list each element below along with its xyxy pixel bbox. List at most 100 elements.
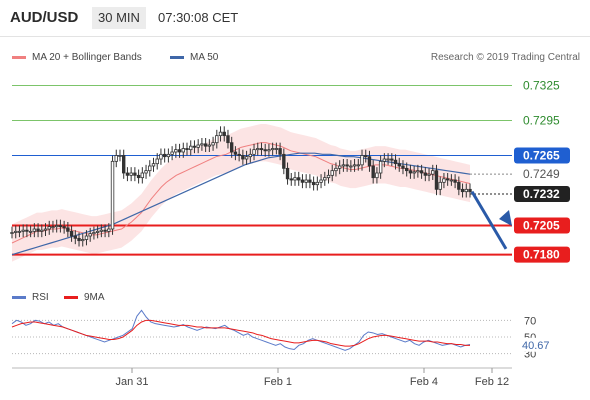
level-tag-0.7265 [514,147,570,164]
rsi-value-tag [520,337,560,352]
candle-body [311,181,316,186]
candle-body [207,144,212,147]
level-label-0.7205: 0.7205 [523,219,560,233]
candle-body [122,155,126,174]
candle-body [252,149,256,155]
ma9-swatch-icon [64,296,78,299]
level-tag-0.7205 [514,217,570,234]
candle-body [103,229,107,232]
candle-body [58,225,63,228]
level-label-0.7249: 0.7249 [523,167,560,181]
candle-body [334,167,338,172]
candle-body [341,164,346,167]
candle-body [125,172,130,176]
x-tick-label: Feb 12 [475,376,509,388]
candle-body [427,173,431,176]
candle-body [408,170,413,174]
candle-body [181,148,185,153]
candle-body [285,167,290,180]
candle-body [323,177,327,181]
candle-body [215,135,219,144]
level-label-0.7180: 0.7180 [523,248,560,262]
candle-body [423,172,428,176]
candle-body [25,229,29,232]
candle-body [118,155,122,157]
candle-body [431,170,435,175]
candle-body [88,233,92,237]
candle-body [464,188,468,193]
candle-body [47,226,51,230]
candle-body [144,170,148,174]
candle-body [442,178,446,183]
candle-body [274,148,279,150]
candle-body [270,148,275,151]
candle-body [136,174,141,179]
forecast-arrow [470,190,508,250]
candle-body [177,149,182,153]
candle-body [367,156,372,167]
candle-body [438,181,442,190]
candle-body [326,174,331,179]
candle-body [390,158,394,161]
forecast-arrow-head-icon [499,210,512,226]
timeframe-selector[interactable]: 30 MIN [92,7,146,29]
candle-body [356,164,360,167]
candle-body [155,158,159,165]
candle-body [222,131,226,137]
candle-body [259,148,264,151]
candle-body [453,179,457,183]
candle-body [36,228,40,232]
candle-body [17,230,22,233]
candle-body [352,164,357,167]
candle-body [140,172,145,179]
candle-body [300,179,305,183]
candle-body [468,188,472,193]
candle-body [308,179,312,183]
x-tick-label: Feb 1 [264,376,292,388]
candle-body [81,239,85,242]
candle-body [54,225,59,228]
candle-body [28,230,33,233]
candle-body [148,165,152,172]
candle-body [73,235,78,239]
timestamp: 07:30:08 CET [158,10,239,25]
candle-body [233,151,238,155]
candle-body [401,165,405,169]
rsi-ma9-line [11,319,470,347]
candle-body [32,228,37,232]
legend-9ma-label: 9MA [84,292,105,303]
legend-ma50-label: MA 50 [190,52,219,63]
candle-body [364,155,368,158]
candle-body [226,135,230,144]
candle-body [386,158,390,161]
candle-body [162,153,167,158]
candle-body [282,153,286,169]
candle-body [416,170,420,173]
candle-body [40,229,44,232]
header-divider [0,36,590,37]
candle-body [174,149,178,153]
level-label-0.7325: 0.7325 [523,79,560,93]
candle-body [330,170,334,176]
legend-ma-bb: MA 20 + Bollinger Bands [12,52,142,63]
candle-body [51,226,55,229]
level-label-0.7265: 0.7265 [523,149,560,163]
candle-body [10,232,14,234]
candle-body [304,179,308,183]
candle-body [419,170,424,174]
bollinger-band [12,124,470,262]
candle-body [229,142,234,153]
candle-body [412,171,416,174]
candle-body [203,143,208,147]
candle-body [449,179,454,182]
candle-body [337,165,342,169]
candle-body [110,160,115,230]
candle-body [241,155,245,160]
level-tag-0.7232 [514,186,570,202]
candle-body [293,177,297,181]
candle-body [382,158,387,162]
candle-body [434,170,439,190]
candle-body [345,164,349,167]
candle-body [460,188,465,193]
